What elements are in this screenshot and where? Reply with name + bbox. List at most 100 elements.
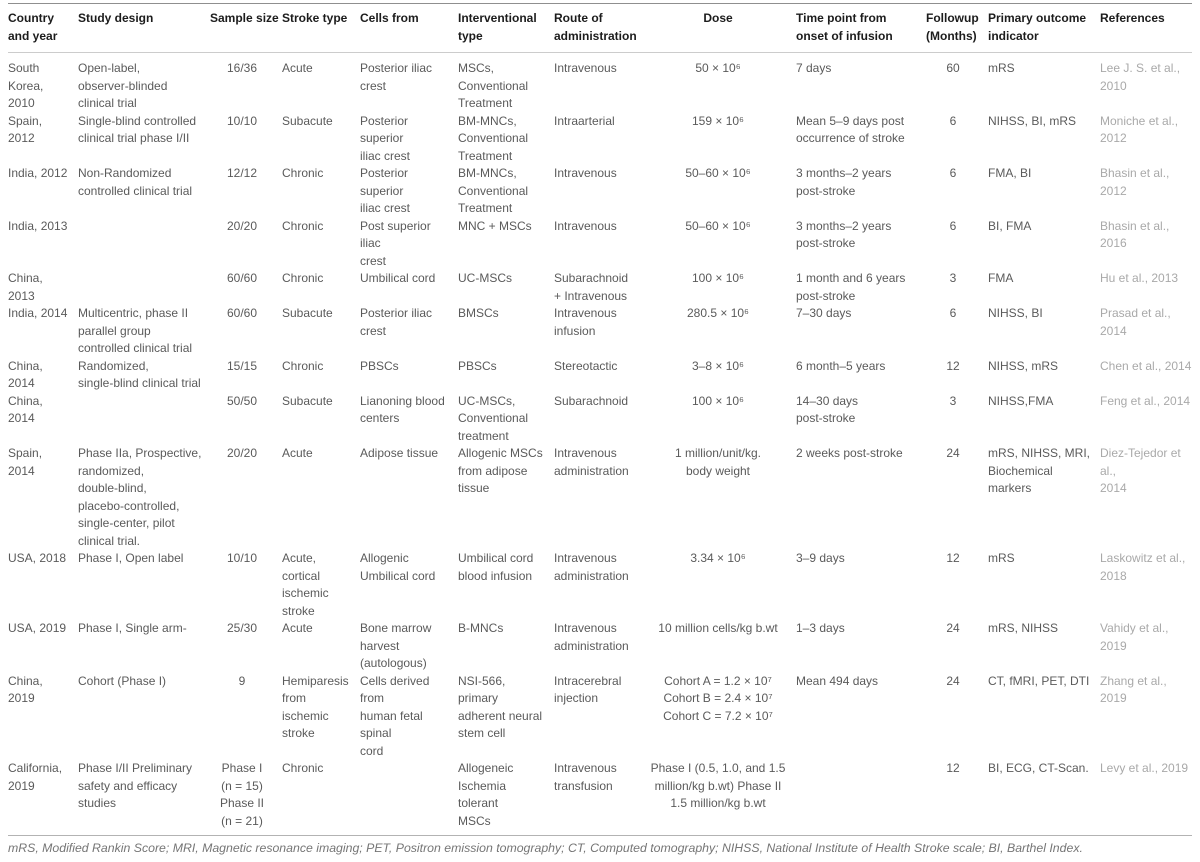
table-row: USA, 2019 Phase I, Single arm- 25/30 Acute B… — [8, 620, 1192, 673]
cell-dose: 50 × 10⁶ — [695, 61, 741, 75]
cell-country: South Korea, 2010 — [8, 61, 44, 110]
cell-followup: 24 — [946, 446, 960, 460]
cell-route: Intraarterial — [554, 113, 615, 128]
cell-design: Phase I, Single arm- — [78, 621, 187, 635]
cell-country: Spain, 2014 — [8, 446, 43, 478]
cell-cells — [360, 760, 458, 833]
cell-route: Intravenous administration — [554, 551, 629, 583]
cell-cells: PBSCs — [360, 358, 399, 373]
cell-dose: 3–8 × 10⁶ — [692, 358, 744, 373]
cell-intervention: BMSCs — [458, 306, 499, 320]
cell-stroke: Acute — [282, 61, 313, 75]
cell-sample: 10/10 — [226, 551, 258, 565]
cell-timepoint: 3 months–2 years post-stroke — [796, 166, 892, 198]
cell-reference: Diez-Tejedor et al., 2014 — [1100, 446, 1181, 495]
cell-outcome: NIHSS, BI — [988, 306, 1043, 320]
cell-outcome: NIHSS,FMA — [988, 393, 1054, 408]
cell-cells: Lianoning blood centers — [360, 393, 445, 426]
cell-route: Intravenous administration — [554, 446, 629, 478]
cell-intervention: BM-MNCs, Conventional Treatment — [458, 166, 529, 215]
cell-design: Phase I/II Preliminary safety and effica… — [78, 761, 193, 810]
column-header-country: Country and year — [8, 3, 78, 53]
cell-dose: 100 × 10⁶ — [692, 393, 744, 408]
cell-stroke: Chronic — [282, 358, 324, 373]
table-row: China, 2014 50/50 Subacute Lianoning blood … — [8, 393, 1192, 446]
cell-reference: Vahidy et al., 2019 — [1100, 621, 1169, 653]
cell-followup: 60 — [946, 61, 960, 75]
cell-stroke: Hemiparesis from ischemic stroke — [282, 673, 349, 741]
cell-cells: Umbilical cord — [360, 271, 436, 285]
cell-design — [78, 393, 210, 446]
cell-intervention: PBSCs — [458, 358, 497, 373]
cell-cells: Posterior superior iliac crest — [360, 166, 411, 215]
cell-dose: Phase I (0.5, 1.0, and 1.5 million/kg b.… — [650, 761, 786, 810]
cell-intervention: Allogenic MSCs from adipose tissue — [458, 446, 543, 495]
cell-timepoint: 1 month and 6 years post-stroke — [796, 271, 906, 303]
cell-intervention: UC-MSCs, Conventional treatment — [458, 393, 529, 443]
cell-followup: 24 — [946, 621, 960, 635]
cell-timepoint: 7–30 days — [796, 306, 852, 320]
cell-followup: 6 — [949, 113, 957, 128]
cell-followup: 12 — [946, 551, 960, 565]
cell-dose: 100 × 10⁶ — [692, 271, 744, 285]
cell-intervention: Allogeneic Ischemia tolerant MSCs — [458, 761, 514, 828]
column-header-design: Study design — [78, 3, 210, 53]
cell-outcome: mRS, NIHSS, MRI, Biochemical markers — [988, 446, 1091, 495]
cell-outcome: mRS, NIHSS — [988, 621, 1059, 635]
cell-route: Intravenous — [554, 61, 617, 75]
cell-design — [78, 270, 210, 305]
cell-dose: 159 × 10⁶ — [692, 113, 744, 128]
table-row: India, 2014 Multicentric, phase II parall… — [8, 305, 1192, 358]
cell-intervention: B-MNCs — [458, 621, 504, 635]
cell-reference: Zhang et al., 2019 — [1100, 673, 1167, 706]
cell-followup: 6 — [949, 306, 957, 320]
cell-cells: Post superior iliac crest — [360, 218, 431, 268]
column-header-reference: References — [1100, 3, 1192, 53]
cell-country: USA, 2018 — [8, 551, 67, 565]
cell-timepoint: Mean 494 days — [796, 673, 879, 688]
table-row: India, 2012 Non-Randomized controlled cli… — [8, 165, 1192, 218]
cell-design: Randomized, single-blind clinical trial — [78, 358, 201, 391]
cell-reference: Lee J. S. et al., 2010 — [1100, 61, 1181, 93]
cell-cells: Adipose tissue — [360, 446, 439, 460]
cell-country: China, 2014 — [8, 393, 43, 426]
cell-route: Intracerebral injection — [554, 673, 622, 706]
cell-intervention: UC-MSCs — [458, 271, 512, 285]
cell-sample: 50/50 — [226, 393, 258, 408]
cell-sample: Phase I (n = 15) Phase II (n = 21) — [219, 761, 265, 828]
cell-design: Cohort (Phase I) — [78, 673, 167, 688]
cell-followup: 6 — [949, 218, 957, 233]
cell-sample: 16/36 — [226, 61, 258, 75]
clinical-trials-table: Country and year Study design Sample size S… — [8, 3, 1192, 833]
cell-route: Intravenous — [554, 166, 617, 180]
cell-timepoint: 3–9 days — [796, 551, 845, 565]
cell-route: Intravenous administration — [554, 621, 629, 653]
cell-route: Subarachnoid + Intravenous — [554, 271, 629, 303]
cell-intervention: NSI-566, primary adherent neural stem ce… — [458, 673, 543, 741]
cell-country: India, 2013 — [8, 218, 68, 233]
column-header-intervention: Interventional type — [458, 3, 554, 53]
cell-outcome: BI, ECG, CT-Scan. — [988, 761, 1089, 775]
cell-stroke: Subacute — [282, 393, 333, 408]
cell-cells: Cells derived from human fetal spinal co… — [360, 673, 430, 758]
table-row: Spain, 2014 Phase IIa, Prospective, rando… — [8, 445, 1192, 550]
cell-outcome: FMA — [988, 271, 1014, 285]
cell-country: Spain, 2012 — [8, 113, 43, 146]
cell-design: Phase I, Open label — [78, 551, 184, 565]
cell-reference: Bhasin et al., 2012 — [1100, 166, 1170, 198]
cell-sample: 20/20 — [226, 446, 258, 460]
cell-reference: Chen et al., 2014 — [1100, 358, 1192, 373]
cell-route: Intravenous transfusion — [554, 761, 617, 793]
table-row: India, 2013 20/20 Chronic Post superior ili… — [8, 218, 1192, 271]
cell-intervention: MSCs, Conventional Treatment — [458, 61, 529, 110]
cell-intervention: BM-MNCs, Conventional Treatment — [458, 113, 529, 163]
cell-reference: Prasad et al., 2014 — [1100, 306, 1171, 338]
cell-outcome: NIHSS, BI, mRS — [988, 113, 1077, 128]
cell-outcome: NIHSS, mRS — [988, 358, 1059, 373]
cell-stroke: Acute, cortical ischemic stroke — [282, 551, 329, 618]
cell-stroke: Chronic — [282, 761, 324, 775]
column-header-cells: Cells from — [360, 3, 458, 53]
cell-dose: 10 million cells/kg b.wt — [658, 621, 778, 635]
cell-followup: 12 — [946, 358, 960, 373]
